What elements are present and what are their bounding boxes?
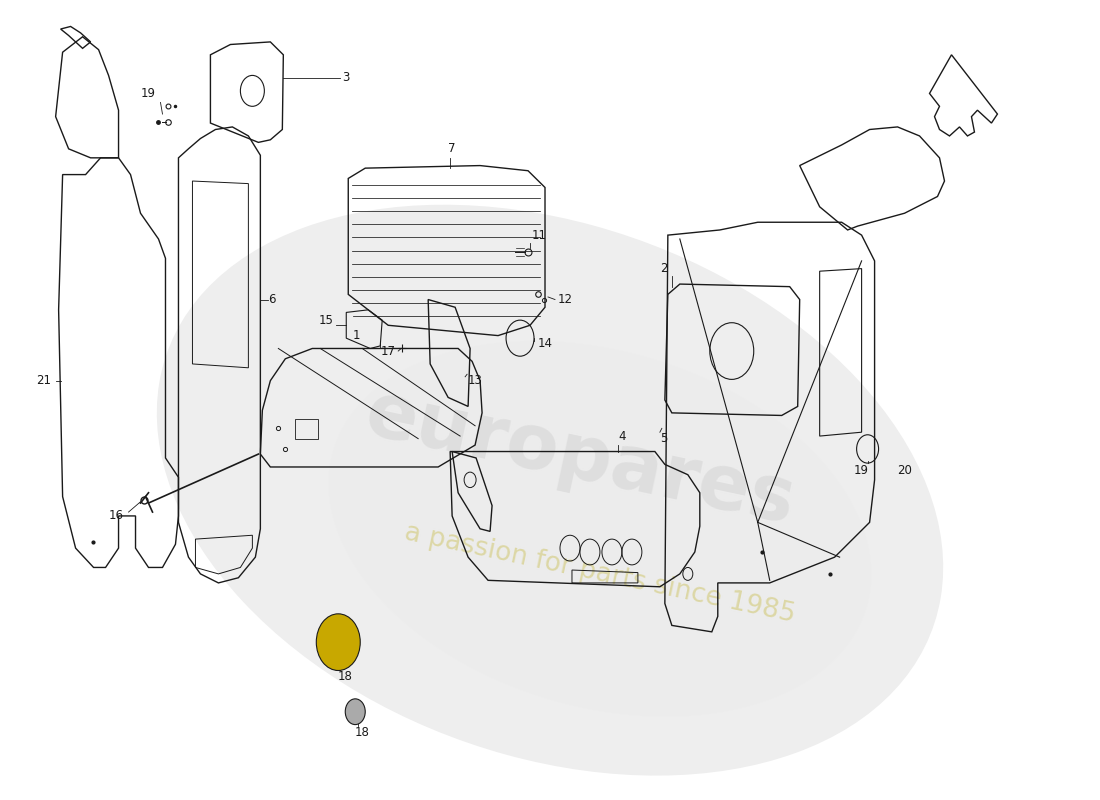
Text: 2: 2	[660, 262, 668, 275]
Text: 13: 13	[469, 374, 483, 387]
Text: 1: 1	[352, 329, 360, 342]
Text: 21: 21	[35, 374, 51, 387]
Text: 4: 4	[618, 430, 626, 442]
Circle shape	[345, 699, 365, 725]
Text: 15: 15	[318, 314, 333, 326]
Text: 19: 19	[854, 464, 869, 478]
Text: 3: 3	[342, 71, 350, 85]
Text: 6: 6	[268, 293, 276, 306]
Text: 7: 7	[448, 142, 455, 155]
Text: 14: 14	[538, 337, 553, 350]
Ellipse shape	[157, 205, 943, 776]
Text: 12: 12	[558, 293, 573, 306]
Text: 20: 20	[898, 464, 912, 478]
Text: europares: europares	[359, 376, 802, 540]
Text: 19: 19	[141, 87, 156, 100]
Text: 11: 11	[532, 229, 547, 242]
Text: a passion for parts since 1985: a passion for parts since 1985	[403, 520, 798, 628]
Text: 17: 17	[381, 345, 395, 358]
Circle shape	[317, 614, 360, 670]
Text: 18: 18	[355, 726, 370, 739]
Text: 18: 18	[338, 670, 353, 683]
Text: 5: 5	[660, 432, 668, 445]
Ellipse shape	[329, 341, 871, 717]
Text: 16: 16	[109, 510, 123, 522]
